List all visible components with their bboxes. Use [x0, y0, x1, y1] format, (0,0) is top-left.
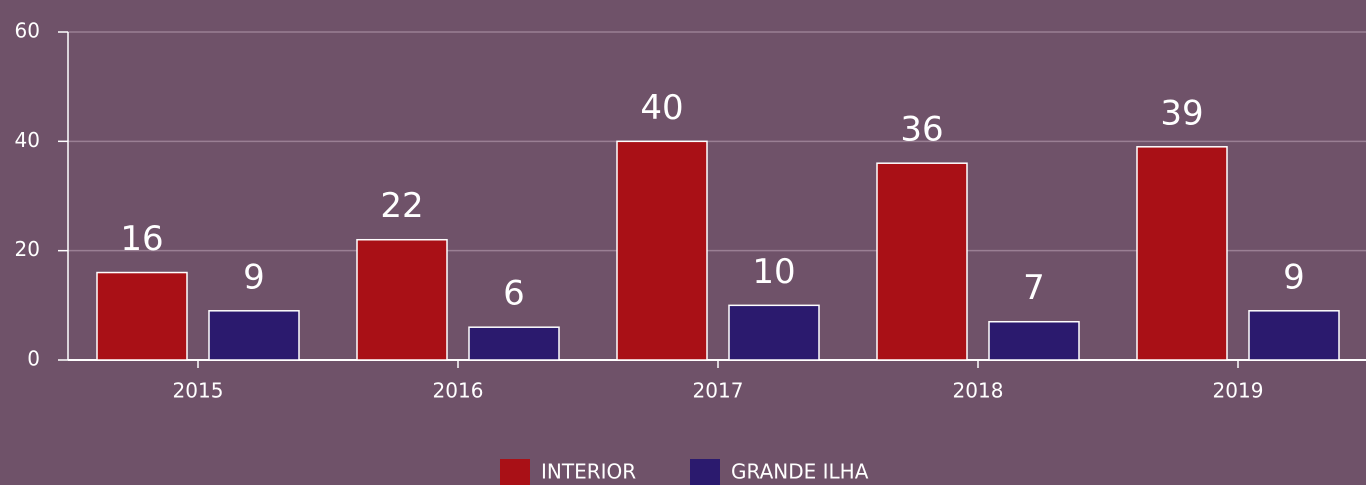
y-tick-label: 60: [15, 19, 40, 43]
data-label: 9: [1283, 257, 1305, 297]
bar: [616, 140, 708, 361]
bar: [208, 310, 300, 361]
data-label: 40: [640, 88, 683, 128]
bar: [988, 320, 1080, 361]
data-label: 10: [752, 252, 795, 292]
y-tick-label: 20: [15, 237, 40, 261]
x-tick-label: 2018: [953, 379, 1004, 403]
bar: [876, 162, 968, 361]
x-tick-label: 2015: [173, 379, 224, 403]
x-tick-label: 2017: [693, 379, 744, 403]
bar: [1136, 146, 1228, 361]
y-tick-label: 40: [15, 128, 40, 152]
legend-swatch: [690, 459, 720, 485]
data-label: 16: [120, 219, 163, 259]
data-label: 6: [503, 274, 525, 314]
bar: [96, 271, 188, 361]
bar: [1248, 310, 1340, 361]
data-label: 9: [243, 257, 265, 297]
x-tick-label: 2019: [1213, 379, 1264, 403]
bar: [728, 304, 820, 361]
bar: [356, 238, 448, 361]
legend-swatch: [500, 459, 530, 485]
data-label: 39: [1160, 93, 1203, 133]
legend-label: INTERIOR: [541, 460, 636, 484]
data-label: 36: [900, 110, 943, 150]
y-tick-label: 0: [27, 347, 40, 371]
legend-label: GRANDE ILHA: [731, 460, 869, 484]
bar: [468, 326, 560, 361]
data-label: 7: [1023, 268, 1045, 308]
x-tick-label: 2016: [433, 379, 484, 403]
data-label: 22: [380, 186, 423, 226]
